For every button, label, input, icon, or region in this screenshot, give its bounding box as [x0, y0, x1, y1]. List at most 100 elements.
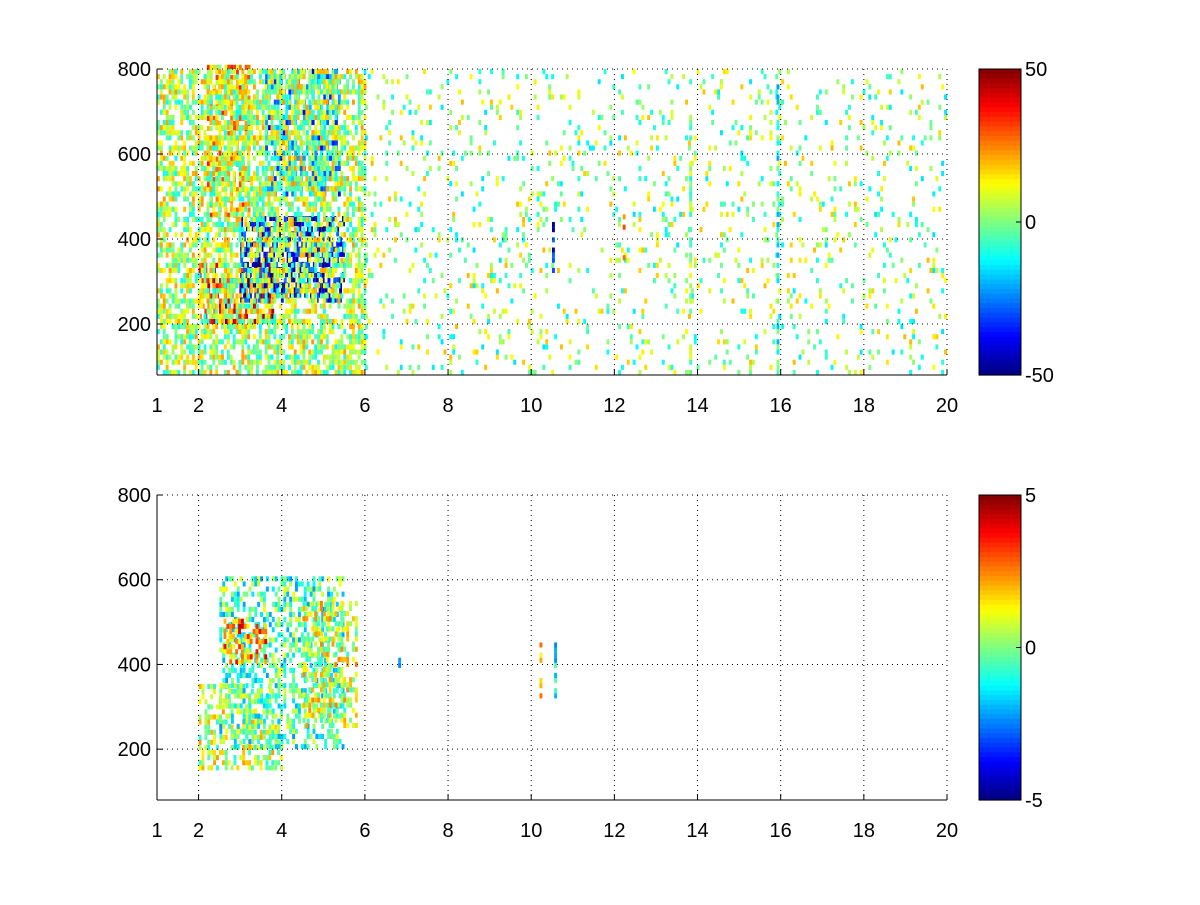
heatmap-cell — [391, 298, 394, 304]
heatmap-cell — [888, 150, 892, 156]
heatmap-cell — [165, 298, 169, 304]
heatmap-cell — [408, 267, 412, 273]
heatmap-cell — [317, 109, 320, 115]
heatmap-cell — [865, 303, 869, 309]
heatmap-cell — [296, 318, 300, 324]
heatmap-cell — [219, 278, 222, 284]
heatmap-cell — [248, 283, 251, 289]
heatmap-cell — [717, 273, 720, 279]
heatmap-cell — [308, 329, 312, 335]
heatmap-cell — [317, 191, 320, 197]
heatmap-cell — [382, 334, 386, 340]
heatmap-cell — [279, 257, 283, 263]
heatmap-cell — [795, 334, 799, 340]
heatmap-cell — [731, 99, 735, 105]
heatmap-cell — [226, 339, 230, 345]
heatmap-cell — [232, 262, 236, 268]
heatmap-cell — [162, 125, 166, 131]
heatmap-cell — [420, 242, 424, 248]
heatmap-cell — [357, 176, 361, 182]
heatmap-cell — [157, 288, 160, 294]
heatmap-cell — [157, 349, 160, 355]
heatmap-cell — [740, 84, 744, 90]
heatmap-cell — [267, 334, 271, 340]
heatmap-cell — [402, 140, 406, 146]
heatmap-cell — [871, 120, 875, 126]
heatmap-cell — [180, 104, 184, 110]
heatmap-cell — [209, 99, 213, 105]
heatmap-cell — [270, 303, 274, 309]
heatmap-cell — [305, 104, 309, 110]
heatmap-cell — [171, 176, 175, 182]
heatmap-cell — [241, 196, 245, 202]
heatmap-cell — [224, 156, 228, 162]
heatmap-cell — [200, 257, 204, 263]
heatmap-cell — [352, 206, 355, 212]
heatmap-cell — [296, 369, 300, 375]
heatmap-cell — [206, 140, 210, 146]
heatmap-cell — [391, 313, 394, 319]
heatmap-cell — [186, 74, 189, 80]
heatmap-cell — [749, 308, 752, 314]
heatmap-cell — [243, 287, 246, 293]
heatmap-cell — [363, 349, 367, 355]
heatmap-cell — [253, 145, 256, 151]
heatmap-cell — [551, 176, 555, 182]
heatmap-cell — [331, 211, 335, 217]
heatmap-cell — [177, 262, 181, 268]
heatmap-cell — [525, 211, 528, 217]
heatmap-cell — [322, 232, 326, 238]
heatmap-cell — [609, 104, 613, 110]
heatmap-cell — [189, 114, 192, 120]
heatmap-cell — [232, 69, 236, 75]
heatmap-cell — [238, 216, 242, 222]
heatmap-cell — [165, 165, 169, 171]
heatmap-cell — [360, 206, 364, 212]
heatmap-cell — [618, 242, 621, 248]
heatmap-cell — [360, 242, 364, 248]
heatmap-cell — [259, 298, 263, 304]
heatmap-cell — [868, 186, 872, 192]
heatmap-cell — [906, 160, 910, 166]
heatmap-cell — [285, 329, 288, 335]
heatmap-cell — [265, 74, 268, 80]
heatmap-cell — [165, 135, 169, 141]
heatmap-cell — [229, 196, 233, 202]
heatmap-cell — [162, 130, 166, 136]
heatmap-cell — [218, 109, 221, 115]
heatmap-cell — [711, 109, 715, 115]
heatmap-cell — [354, 364, 358, 370]
heatmap-cell — [449, 227, 453, 233]
heatmap-cell — [340, 171, 344, 177]
heatmap-cell — [162, 349, 166, 355]
heatmap-cell — [273, 79, 277, 85]
heatmap-cell — [203, 283, 207, 289]
heatmap-cell — [317, 69, 320, 75]
heatmap-cell — [194, 145, 198, 151]
heatmap-cell — [414, 247, 418, 253]
heatmap-cell — [385, 293, 389, 299]
heatmap-cell — [212, 160, 216, 166]
heatmap-cell — [174, 354, 178, 360]
heatmap-cell — [475, 359, 479, 365]
heatmap-cell — [363, 114, 367, 120]
heatmap-cell — [548, 160, 552, 166]
heatmap-cell — [848, 369, 851, 375]
heatmap-cell — [311, 288, 315, 294]
heatmap-cell — [264, 334, 268, 340]
heatmap-cell — [325, 293, 329, 299]
heatmap-cell — [335, 120, 338, 126]
heatmap-cell — [221, 69, 225, 75]
heatmap-cell — [232, 334, 236, 340]
heatmap-cell — [194, 242, 198, 248]
heatmap-cell — [331, 171, 335, 177]
heatmap-cell — [824, 120, 828, 126]
heatmap-cell — [519, 114, 523, 120]
heatmap-cell — [720, 329, 723, 335]
heatmap-cell — [487, 313, 490, 319]
heatmap-cell — [329, 130, 332, 136]
heatmap-cell — [349, 181, 352, 187]
heatmap-cell — [324, 287, 328, 293]
heatmap-cell — [288, 130, 291, 136]
heatmap-cell — [357, 283, 361, 289]
